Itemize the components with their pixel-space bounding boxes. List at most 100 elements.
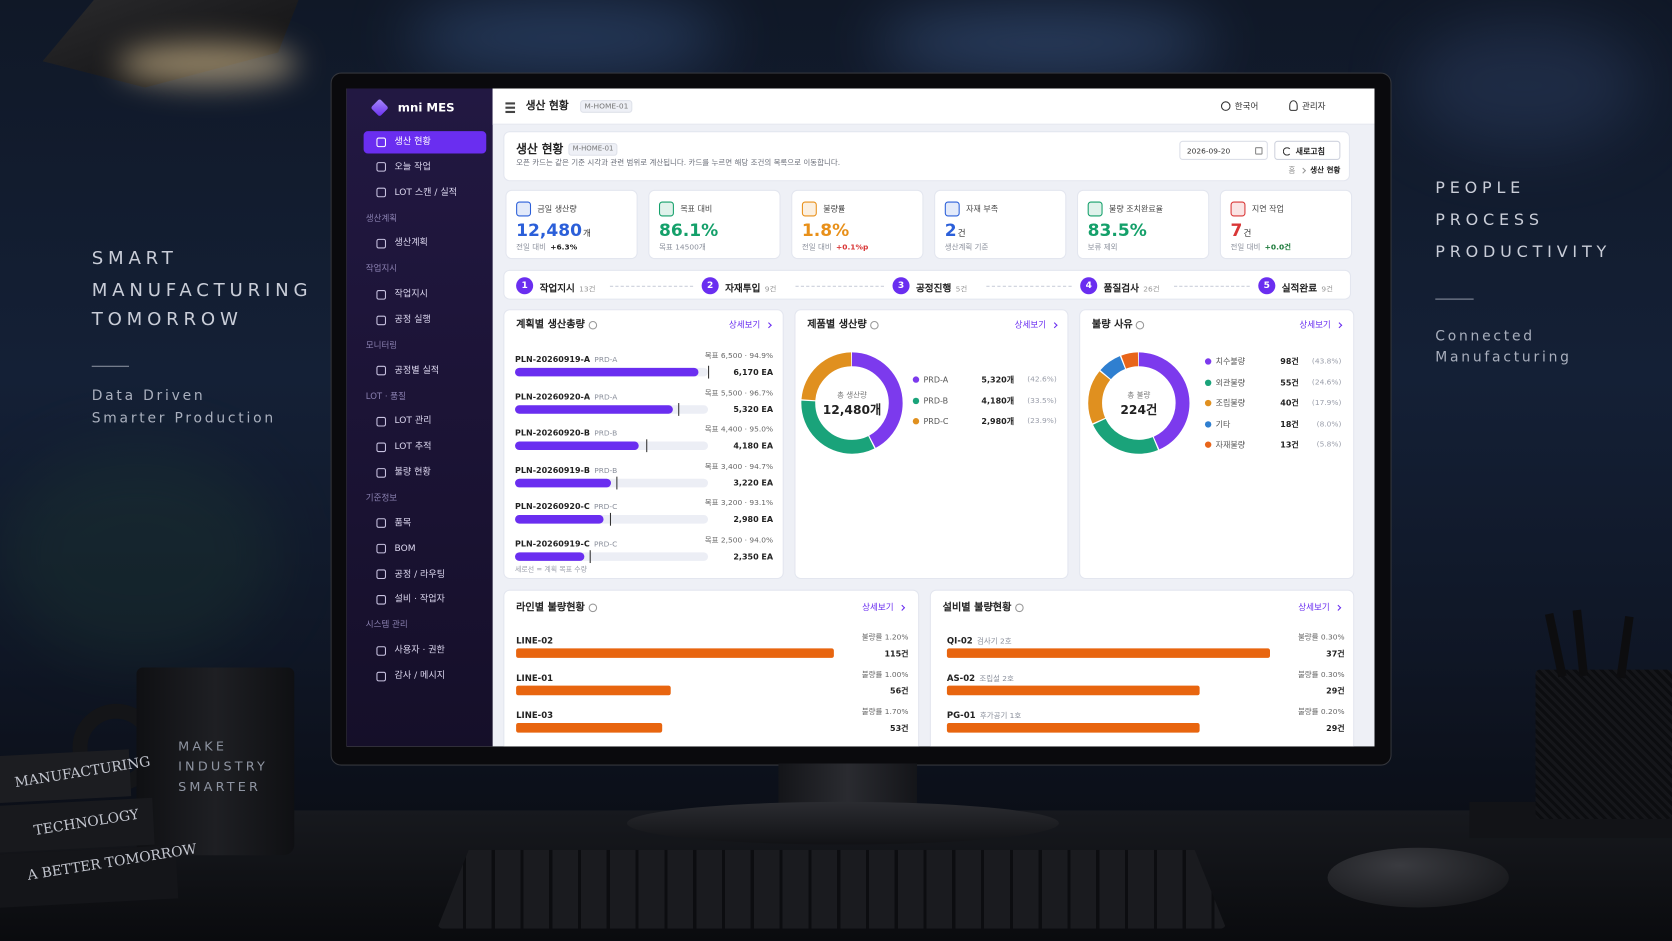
step-label[interactable]: 실적완료: [1281, 284, 1318, 295]
legend-name: 자재불량: [1215, 439, 1246, 450]
nav-label[interactable]: 설비 · 작업자: [394, 594, 445, 606]
date[interactable]: 2026-09-20: [1186, 146, 1231, 155]
kpi-sub[interactable]: 전일 대비: [516, 243, 546, 252]
kpi-delta[interactable]: +0.1%p: [836, 243, 869, 252]
date-input[interactable]: 2026-09-20: [1179, 140, 1268, 160]
kpi-value[interactable]: 12,480: [516, 220, 582, 241]
panel-link[interactable]: 상세보기: [1298, 602, 1330, 613]
kpi-card[interactable]: 불량률 1.8% 전일 대비 +0.1%p: [791, 189, 924, 260]
step-count[interactable]: 13건: [579, 285, 596, 294]
kpi-value[interactable]: 83.5%: [1087, 220, 1147, 241]
link-chevron[interactable]: [765, 322, 772, 329]
kpi-label[interactable]: 목표 대비: [680, 204, 713, 214]
nav-label[interactable]: 공정 실행: [394, 314, 431, 326]
kpi-card[interactable]: 불량 조치완료율 83.5% 보류 제외: [1076, 189, 1210, 260]
tagline-sub: Manufacturing: [1435, 349, 1572, 366]
nav-item[interactable]: LOT 스캔 / 실적: [364, 182, 487, 204]
nav-label[interactable]: 오늘 작업: [394, 161, 431, 173]
nav-item[interactable]: 공정 / 라우팅: [364, 563, 487, 585]
link-chevron[interactable]: [1335, 604, 1342, 611]
kpi-label[interactable]: 자재 부족: [966, 204, 999, 214]
nav-item[interactable]: LOT 추적: [364, 436, 487, 458]
nav-item[interactable]: 생산계획: [364, 232, 487, 254]
panel-link[interactable]: 상세보기: [1014, 320, 1047, 330]
nav-item[interactable]: 작업지시: [364, 283, 487, 305]
step-text[interactable]: 실적완료 9건: [1282, 276, 1333, 296]
kpi-unit[interactable]: 건: [957, 228, 966, 239]
step-count[interactable]: 26건: [1143, 285, 1160, 294]
kpi-card[interactable]: 목표 대비 86.1% 목표 14500개: [648, 189, 781, 260]
nav-label[interactable]: 생산 현황: [394, 136, 431, 148]
step-number: 2: [707, 280, 714, 292]
link-chevron[interactable]: [899, 604, 906, 611]
nav-label[interactable]: 사용자 · 권한: [394, 645, 445, 656]
nav-label[interactable]: 품목: [394, 518, 412, 529]
step-label[interactable]: 작업지시: [539, 284, 575, 295]
step-text[interactable]: 품질검사 26건: [1104, 276, 1160, 296]
step-count[interactable]: 9건: [1321, 285, 1333, 294]
nav-label[interactable]: LOT 관리: [394, 416, 432, 427]
panel-link[interactable]: 상세보기: [728, 320, 761, 330]
nav-label[interactable]: 생산계획: [394, 238, 428, 249]
breadcrumb-item[interactable]: 홈: [1288, 166, 1296, 175]
kpi-label[interactable]: 불량률: [823, 204, 846, 214]
kpi-label[interactable]: 금일 생산량: [537, 204, 577, 214]
step-label[interactable]: 공정진행: [915, 284, 952, 295]
nav-item[interactable]: 감사 / 메시지: [364, 665, 487, 687]
nav-item[interactable]: 설비 · 작업자: [364, 589, 487, 611]
step-text[interactable]: 작업지시 13건: [540, 276, 596, 296]
nav-label[interactable]: LOT 추적: [394, 441, 432, 453]
link-chevron[interactable]: [1051, 322, 1058, 329]
nav-label[interactable]: LOT 스캔 / 실적: [394, 187, 458, 198]
step-label[interactable]: 자재투입: [725, 284, 761, 295]
step-text[interactable]: 자재투입 9건: [725, 276, 776, 296]
step-label[interactable]: 품질검사: [1103, 284, 1139, 295]
step-count[interactable]: 5건: [955, 285, 968, 294]
legend-dot: [912, 418, 920, 425]
refresh-button[interactable]: 새로고침: [1274, 140, 1341, 160]
nav-label[interactable]: 공정별 실적: [394, 365, 440, 377]
kpi-delta[interactable]: +6.3%: [550, 243, 578, 252]
nav-item[interactable]: 생산 현황: [363, 130, 487, 154]
nav-item[interactable]: 사용자 · 권한: [364, 639, 487, 661]
nav-label[interactable]: 공정 / 라우팅: [394, 568, 446, 580]
kpi-sub[interactable]: 생산계획 기준: [944, 243, 989, 252]
kpi-sub[interactable]: 보류 제외: [1087, 243, 1118, 252]
refresh-label[interactable]: 새로고침: [1295, 146, 1326, 156]
nav-item[interactable]: BOM: [364, 538, 487, 560]
step-text[interactable]: 공정진행 5건: [916, 276, 967, 296]
kpi-sub[interactable]: 전일 대비: [801, 243, 832, 252]
kpi-unit[interactable]: 개: [583, 228, 591, 239]
nav-label[interactable]: 작업지시: [394, 289, 428, 300]
kpi-value[interactable]: 86.1%: [658, 220, 719, 241]
panel-link[interactable]: 상세보기: [1299, 320, 1331, 330]
language[interactable]: 한국어: [1234, 101, 1259, 112]
step-count[interactable]: 9건: [764, 285, 777, 294]
kpi-delta[interactable]: +0.0건: [1264, 243, 1292, 252]
plan-target: 목표 3,200 · 93.1%: [704, 498, 774, 508]
kpi-sub[interactable]: 목표 14500개: [658, 243, 706, 252]
nav-label[interactable]: 감사 / 메시지: [394, 670, 446, 682]
kpi-value[interactable]: 7: [1230, 220, 1243, 241]
nav-label[interactable]: 불량 현황: [394, 467, 431, 478]
nav-item[interactable]: 품목: [364, 512, 487, 534]
kpi-sub[interactable]: 전일 대비: [1230, 243, 1261, 252]
kpi-label[interactable]: 지연 작업: [1251, 204, 1284, 214]
nav-item[interactable]: 공정 실행: [364, 309, 487, 331]
nav-item[interactable]: 오늘 작업: [364, 156, 487, 178]
kpi-value[interactable]: 2: [944, 220, 957, 241]
nav-item[interactable]: 공정별 실적: [364, 360, 487, 382]
link-chevron[interactable]: [1336, 322, 1343, 329]
kpi-unit[interactable]: 건: [1243, 228, 1252, 239]
kpi-value[interactable]: 1.8%: [801, 220, 850, 241]
donut-center-value: 12,480개: [822, 402, 882, 418]
panel-link[interactable]: 상세보기: [862, 602, 894, 613]
nav-item[interactable]: LOT 관리: [364, 410, 487, 432]
nav-item[interactable]: 불량 현황: [364, 461, 487, 483]
nav-label[interactable]: BOM: [394, 543, 416, 555]
kpi-label[interactable]: 불량 조치완료율: [1108, 204, 1164, 214]
user[interactable]: 관리자: [1301, 101, 1326, 112]
